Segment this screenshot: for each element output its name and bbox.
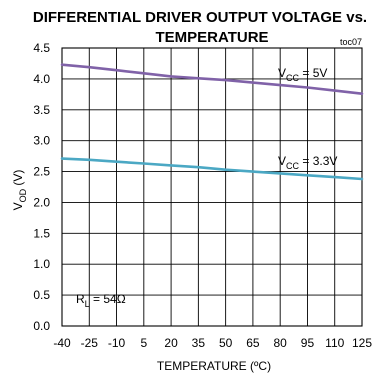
y-tick-label: 0.5 [33, 288, 50, 302]
series-label-vcc-3v3-main: V [278, 154, 286, 168]
x-tick-label: -10 [108, 336, 126, 350]
x-tick-label: -25 [81, 336, 99, 350]
load-resistance-annotation: RL = 54Ω [76, 292, 126, 309]
y-tick-label: 0.0 [33, 319, 50, 333]
chart-title-line1: DIFFERENTIAL DRIVER OUTPUT VOLTAGE vs. [33, 9, 367, 26]
y-tick-label: 4.0 [33, 72, 50, 86]
series-line-vcc-5v [60, 63, 364, 95]
series-label-vcc-3v3-rest: = 3.3V [299, 154, 337, 168]
x-tick-label: 20 [164, 336, 178, 350]
x-axis-label: TEMPERATURE (ºC) [157, 359, 271, 373]
series-label-vcc-5v-sub: CC [286, 73, 299, 83]
x-tick-label: 80 [274, 336, 288, 350]
series-lines [60, 63, 364, 181]
annotation-sub: L [85, 299, 90, 309]
x-tick-label: 35 [192, 336, 206, 350]
annotation-rest: = 54Ω [90, 292, 126, 306]
series-label-vcc-5v-main: V [278, 66, 286, 80]
x-tick-label: 50 [219, 336, 233, 350]
y-axis-label: VOD (V) [11, 170, 28, 211]
chart-title-line2: TEMPERATURE [155, 29, 268, 46]
x-tick-label: 125 [352, 336, 372, 350]
x-tick-label: 110 [325, 336, 344, 350]
y-axis-label-main: V [11, 202, 25, 210]
y-tick-label: 3.5 [33, 103, 50, 117]
annotation-main: R [76, 292, 85, 306]
x-tick-label: 5 [140, 336, 147, 350]
figure-tag: toc07 [340, 37, 362, 47]
x-tick-label: 65 [246, 336, 260, 350]
y-tick-label: 3.0 [33, 134, 50, 148]
plot-frame [61, 47, 363, 327]
y-tick-label: 2.5 [33, 165, 50, 179]
y-axis-label-sub: OD [18, 188, 28, 202]
x-axis-ticks: -40 -25 -10 5 20 35 50 65 80 95 110 125 [53, 336, 372, 350]
y-tick-label: 1.0 [33, 257, 50, 271]
series-label-vcc-5v: VCC = 5V [278, 66, 327, 83]
y-tick-label: 2.0 [33, 195, 50, 209]
y-tick-label: 1.5 [33, 226, 50, 240]
y-axis-label-unit: (V) [11, 170, 25, 189]
series-label-vcc-3v3: VCC = 3.3V [278, 154, 337, 171]
x-tick-label: 95 [301, 336, 315, 350]
x-tick-label: -40 [53, 336, 71, 350]
y-axis-ticks: 0.0 0.5 1.0 1.5 2.0 2.5 3.0 3.5 4.0 4.5 [33, 41, 50, 333]
series-label-vcc-5v-rest: = 5V [299, 66, 327, 80]
series-label-vcc-3v3-sub: CC [286, 161, 299, 171]
series-line-vcc-3v3 [60, 157, 364, 181]
y-tick-label: 4.5 [33, 41, 50, 55]
